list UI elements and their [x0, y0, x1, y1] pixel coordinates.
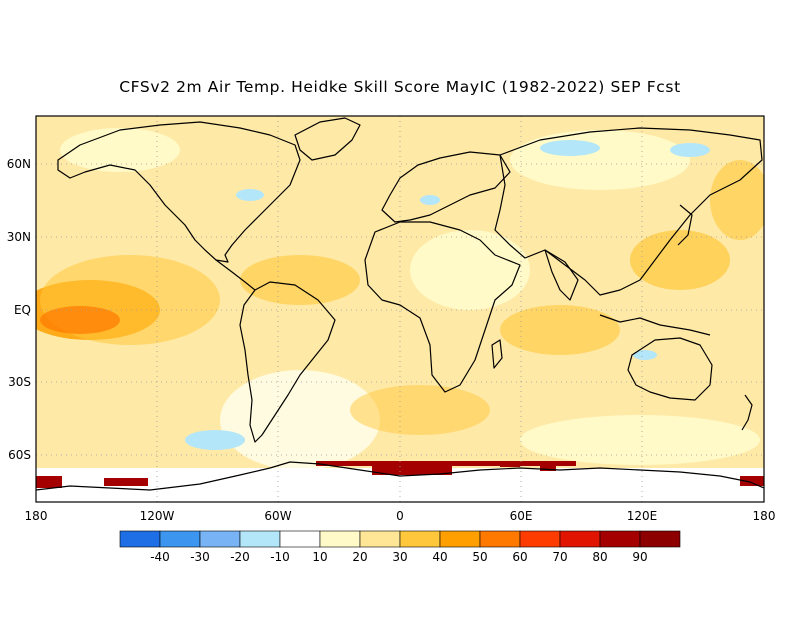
latitude-labels: 60N 30N EQ 30S 60S: [7, 157, 31, 462]
asia-outline: [494, 127, 763, 296]
colorbar: -40 -30 -20 -10 10 20 30 40 50 60 70 80 90: [119, 530, 681, 564]
colorbar-swatch: [559, 530, 601, 548]
colorbar-label: 10: [312, 550, 327, 564]
colorbar-label: 70: [552, 550, 567, 564]
map-frame: [35, 115, 765, 503]
lat-label: 30S: [8, 375, 31, 389]
central-america-outline: [215, 259, 256, 291]
madagascar-outline: [491, 339, 503, 369]
longitude-labels: 180 120W 60W 0 60E 120E 180: [25, 509, 776, 523]
india-outline: [544, 249, 579, 301]
colorbar-swatch: [359, 530, 401, 548]
colorbar-label: 50: [472, 550, 487, 564]
lon-label: 60W: [264, 509, 291, 523]
australia-outline: [627, 337, 713, 401]
colorbar-label: -40: [150, 550, 170, 564]
colorbar-label: 90: [632, 550, 647, 564]
colorbar-label: 20: [352, 550, 367, 564]
lat-label: EQ: [14, 303, 31, 317]
colorbar-label: -10: [270, 550, 290, 564]
colorbar-label: 60: [512, 550, 527, 564]
south-america-outline: [239, 281, 336, 443]
lon-label: 180: [25, 509, 48, 523]
lon-label: 180: [753, 509, 776, 523]
lon-label: 60E: [510, 509, 533, 523]
colorbar-swatch: [119, 530, 161, 548]
colorbar-swatch: [159, 530, 201, 548]
skill-field: [36, 116, 764, 502]
new-zealand-outline: [741, 394, 753, 431]
colorbar-label: 80: [592, 550, 607, 564]
colorbar-swatch: [599, 530, 641, 548]
colorbar-label: 40: [432, 550, 447, 564]
colorbar-swatch: [519, 530, 561, 548]
japan-outline: [677, 204, 693, 246]
lon-label: 120W: [140, 509, 175, 523]
colorbar-swatch: [239, 530, 281, 548]
lon-label: 120E: [627, 509, 658, 523]
colorbar-swatch: [639, 530, 681, 548]
lat-label: 30N: [7, 230, 31, 244]
colorbar-label: -30: [190, 550, 210, 564]
greenland-outline: [294, 117, 361, 161]
lat-label: 60N: [7, 157, 31, 171]
lat-label: 60S: [8, 448, 31, 462]
lon-label: 0: [396, 509, 404, 523]
colorbar-swatch: [319, 530, 361, 548]
chart-title: CFSv2 2m Air Temp. Heidke Skill Score Ma…: [119, 78, 681, 96]
africa-outline: [364, 221, 521, 393]
colorbar-swatch: [279, 530, 321, 548]
colorbar-label: -20: [230, 550, 250, 564]
coastlines: [36, 117, 764, 491]
colorbar-swatch: [399, 530, 441, 548]
colorbar-swatch: [479, 530, 521, 548]
indonesia-outline: [599, 314, 711, 336]
europe-outline: [381, 151, 511, 223]
colorbar-swatch: [199, 530, 241, 548]
north-america-outline: [57, 121, 301, 263]
colorbar-swatch: [439, 530, 481, 548]
antarctica-outline: [36, 461, 764, 491]
colorbar-label: 30: [392, 550, 407, 564]
